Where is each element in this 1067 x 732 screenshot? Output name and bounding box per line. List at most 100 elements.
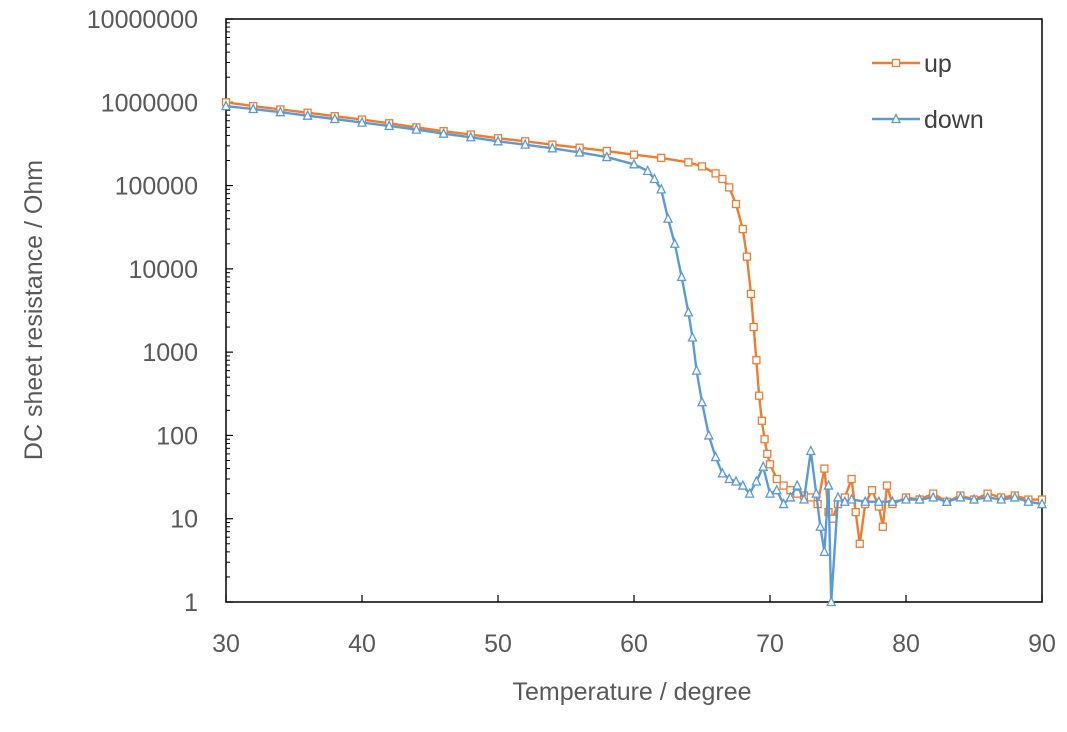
data-point [438,127,449,138]
data-point [779,481,788,490]
data-point [914,493,925,504]
data-point [574,146,585,157]
data-point [785,491,796,502]
data-point [928,491,939,502]
plot-area [225,18,1043,603]
data-point [746,289,756,299]
data-point [744,487,755,498]
legend-item-down: down [872,106,984,134]
data-point [629,150,639,159]
y-tick-label: 10000000 [87,6,198,34]
data-point [384,119,395,131]
data-point [900,493,912,504]
data-point [815,520,826,531]
y-tick-label: 1000000 [101,89,198,117]
x-tick-label: 70 [756,630,784,658]
series-line [225,104,1043,603]
data-point [703,429,714,440]
data-point [731,199,741,209]
data-point [757,416,766,425]
data-point [718,174,727,184]
x-tick-label: 30 [212,630,240,658]
data-point [819,545,830,557]
legend-label: up [924,50,952,78]
data-point [823,479,834,490]
data-point [676,270,687,282]
x-tick-label: 60 [620,630,648,658]
data-point [855,539,864,548]
data-point [847,474,856,484]
x-tick-label: 40 [348,630,376,658]
data-point [890,113,902,124]
y-tick-label: 100000 [115,173,198,201]
data-point [820,464,829,473]
data-point [697,162,707,171]
data-point [656,183,667,194]
x-axis: 30 40 50 60 70 80 90 [212,595,1056,658]
series-down [220,100,1048,607]
data-point [275,106,286,117]
data-point [798,493,810,504]
data-point [737,479,748,490]
data-point [758,460,769,471]
data-point [860,495,871,506]
data-point [1023,495,1034,506]
legend-item-up: up [872,50,952,78]
data-point [754,391,764,400]
data-point [601,151,612,162]
data-point [649,173,660,184]
data-point [772,474,781,484]
data-point [867,486,877,495]
data-point [1009,491,1020,502]
data-point [749,322,758,332]
data-point [792,479,803,490]
y-tick-label: 1 [184,589,198,617]
data-point [826,596,837,607]
data-point [882,481,892,490]
plot-frame [225,18,1043,603]
data-point [683,306,694,317]
x-axis-title: Temperature / degree [512,678,751,706]
data-point [669,237,680,248]
data-point [982,491,993,502]
data-point [730,475,742,486]
data-point [763,449,772,459]
data-point [887,495,898,506]
data-point [846,493,857,504]
data-point [832,491,844,502]
data-point [547,142,558,153]
data-point [873,495,884,506]
data-point [642,164,653,176]
data-point [329,113,340,124]
data-point [696,396,708,407]
data-point [725,183,734,192]
data-point [851,507,860,517]
data-point [711,169,720,178]
data-point [684,158,693,167]
data-point [710,451,721,462]
series-line [225,101,1042,544]
data-point [248,103,259,114]
data-point [657,153,666,163]
data-point [805,445,816,456]
data-point [752,356,761,365]
x-tick-label: 80 [892,630,920,658]
data-point [811,487,822,498]
data-point [520,138,531,149]
data-point [738,224,747,234]
data-point [742,252,752,261]
x-tick-label: 90 [1028,630,1056,658]
data-point [764,487,776,498]
data-point [996,493,1007,504]
data-point [765,460,775,469]
data-point [628,158,640,169]
data-point [662,212,674,223]
data-point [1036,498,1048,509]
x-tick-label: 50 [484,630,512,658]
y-axis-title: DC sheet resistance / Ohm [20,160,48,460]
data-point [771,484,782,495]
legend-label: down [924,106,984,134]
data-point [955,491,966,502]
data-point [302,109,313,120]
